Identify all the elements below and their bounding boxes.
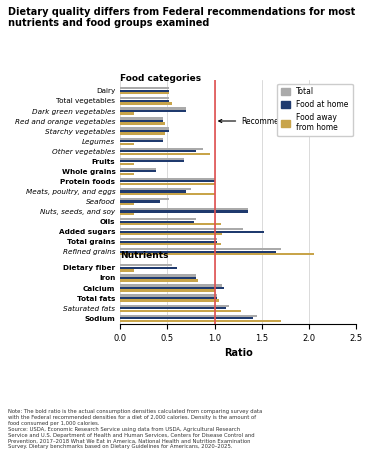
Bar — [120, 310, 241, 312]
Bar — [120, 132, 165, 135]
Bar — [120, 284, 222, 287]
Bar — [120, 160, 184, 162]
Bar — [120, 269, 135, 271]
Bar — [120, 267, 177, 269]
Bar — [120, 211, 248, 213]
Bar — [120, 220, 194, 223]
Bar — [120, 168, 156, 170]
Bar — [120, 190, 186, 193]
Bar — [120, 277, 196, 279]
Bar — [120, 100, 169, 102]
Bar — [120, 287, 224, 289]
Bar — [120, 120, 163, 122]
Text: Nutrients: Nutrients — [120, 251, 169, 260]
Bar — [120, 162, 135, 165]
Bar — [120, 140, 163, 142]
Bar — [120, 178, 215, 180]
Bar — [120, 112, 135, 115]
Text: Note: The ​bold​ ratio is the actual consumption densities calculated from compa: Note: The ​bold​ ratio is the actual con… — [8, 410, 262, 449]
Bar — [120, 274, 196, 277]
Text: Recommendations: Recommendations — [219, 117, 312, 126]
Bar — [120, 297, 217, 299]
Bar — [120, 198, 169, 200]
Text: Food categories: Food categories — [120, 74, 201, 83]
Bar — [120, 173, 135, 175]
Bar — [120, 208, 248, 210]
Bar — [120, 238, 217, 240]
Bar — [120, 218, 196, 220]
Bar — [120, 143, 135, 145]
Bar — [120, 130, 169, 132]
Bar — [120, 153, 210, 155]
Bar — [120, 170, 156, 172]
Bar — [120, 92, 169, 94]
X-axis label: Ratio: Ratio — [224, 348, 253, 359]
Bar — [120, 315, 257, 317]
Text: Dietary quality differs from Federal recommendations for most
nutrients and food: Dietary quality differs from Federal rec… — [8, 7, 355, 28]
Bar — [120, 127, 169, 130]
Bar — [120, 188, 191, 190]
Bar — [120, 203, 135, 205]
Bar — [120, 158, 184, 160]
Bar — [120, 213, 135, 215]
Bar — [120, 183, 215, 185]
Bar — [120, 243, 222, 245]
Bar — [120, 90, 169, 92]
Bar — [120, 233, 222, 235]
Bar — [120, 228, 243, 230]
Bar — [120, 253, 314, 256]
Bar — [120, 97, 169, 99]
Bar — [120, 180, 215, 182]
Bar — [120, 117, 163, 120]
Bar — [120, 150, 196, 152]
Bar — [120, 279, 198, 282]
Bar — [120, 230, 264, 233]
Bar — [120, 102, 172, 104]
Bar — [120, 307, 226, 309]
Bar — [120, 294, 217, 297]
Bar — [120, 299, 220, 302]
Bar — [120, 110, 186, 112]
Bar — [120, 138, 163, 140]
Bar — [120, 264, 172, 266]
Bar — [120, 223, 222, 225]
Bar — [120, 241, 217, 243]
Legend: Total, Food at home, Food away
from home: Total, Food at home, Food away from home — [277, 84, 353, 136]
Bar — [120, 148, 203, 150]
Bar — [120, 289, 215, 292]
Bar — [120, 305, 229, 307]
Bar — [120, 317, 253, 320]
Bar — [120, 320, 281, 322]
Bar — [120, 193, 215, 195]
Bar — [120, 251, 276, 253]
Bar — [120, 200, 160, 202]
Bar — [120, 107, 186, 109]
Bar — [120, 248, 281, 250]
Bar — [120, 122, 165, 125]
Bar — [120, 87, 169, 90]
